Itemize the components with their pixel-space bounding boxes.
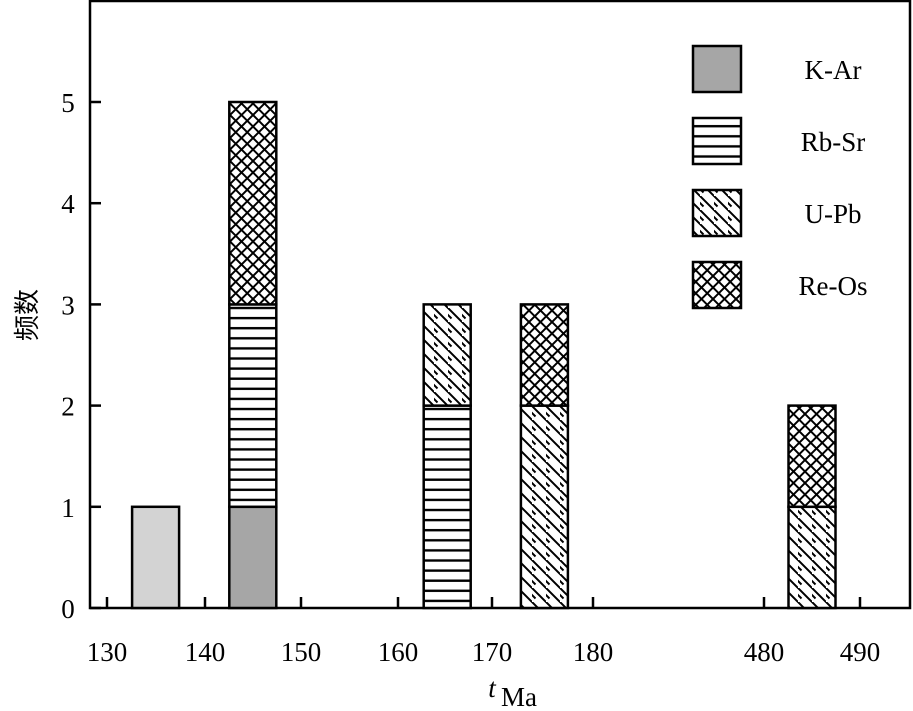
y-tick-label: 0 [61,594,75,624]
x-tick-label: 170 [472,637,513,667]
x-tick-label: 480 [744,637,785,667]
legend-swatch-rb-sr [691,116,743,166]
bar-segment-re-os [228,100,278,306]
y-axis: 0 1 2 3 4 5 [61,88,101,624]
y-tick-label: 5 [61,88,75,118]
legend: K-Ar Rb-Sr U-Pb Re-Os [691,44,868,310]
y-tick-label: 4 [61,189,75,219]
bar-segment-k-ar [228,505,278,610]
bar-segment-re-os [519,303,570,407]
x-tick-label: 180 [573,637,614,667]
bars [130,100,837,610]
x-tick-label: 130 [87,637,128,667]
bar-segment-rb-sr [228,303,278,509]
legend-label-re-os: Re-Os [799,271,868,301]
bar-segment-u-pb [787,505,837,610]
legend-swatch-k-ar [691,44,743,94]
x-axis-label: t [488,673,497,703]
legend-swatch-u-pb [691,188,743,238]
bar-segment-re-os [787,404,837,509]
x-tick-label: 150 [281,637,322,667]
x-axis-label-subscript: Ma [501,682,537,711]
legend-label-rb-sr: Rb-Sr [801,127,866,157]
bar-segment-rb-sr [422,404,472,610]
y-tick-label: 1 [61,493,75,523]
plot-frame [88,0,912,610]
y-tick-label: 3 [61,290,75,320]
y-axis-label: 频数 [13,289,43,341]
legend-label-u-pb: U-Pb [804,199,861,229]
bar-segment-unlabeled [130,505,181,610]
x-axis: 130 140 150 160 170 180 480 490 [87,597,881,667]
legend-label-k-ar: K-Ar [805,55,862,85]
x-tick-label: 490 [840,637,881,667]
legend-swatch-re-os [691,260,743,310]
bar-segment-u-pb [519,404,570,610]
y-tick-label: 2 [61,392,75,422]
x-tick-label: 160 [378,637,419,667]
x-tick-label: 140 [185,637,226,667]
bar-segment-u-pb [422,303,472,407]
